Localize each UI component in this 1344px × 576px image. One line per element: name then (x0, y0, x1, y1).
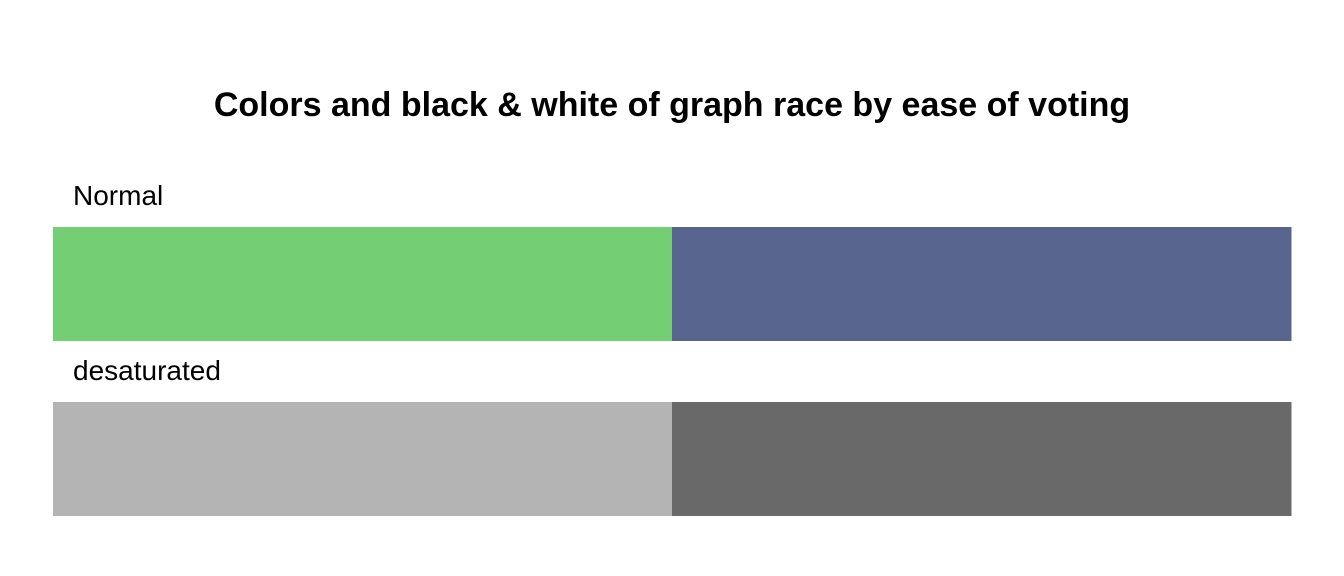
row-label-desaturated: desaturated (73, 355, 221, 386)
swatch-desaturated-1 (53, 402, 673, 516)
swatch-normal-1 (53, 227, 673, 341)
swatch-normal-2 (672, 227, 1292, 341)
chart-title: Colors and black & white of graph race b… (213, 86, 1131, 124)
row-label-normal: Normal (73, 180, 164, 211)
swatch-desaturated-2 (672, 402, 1292, 516)
